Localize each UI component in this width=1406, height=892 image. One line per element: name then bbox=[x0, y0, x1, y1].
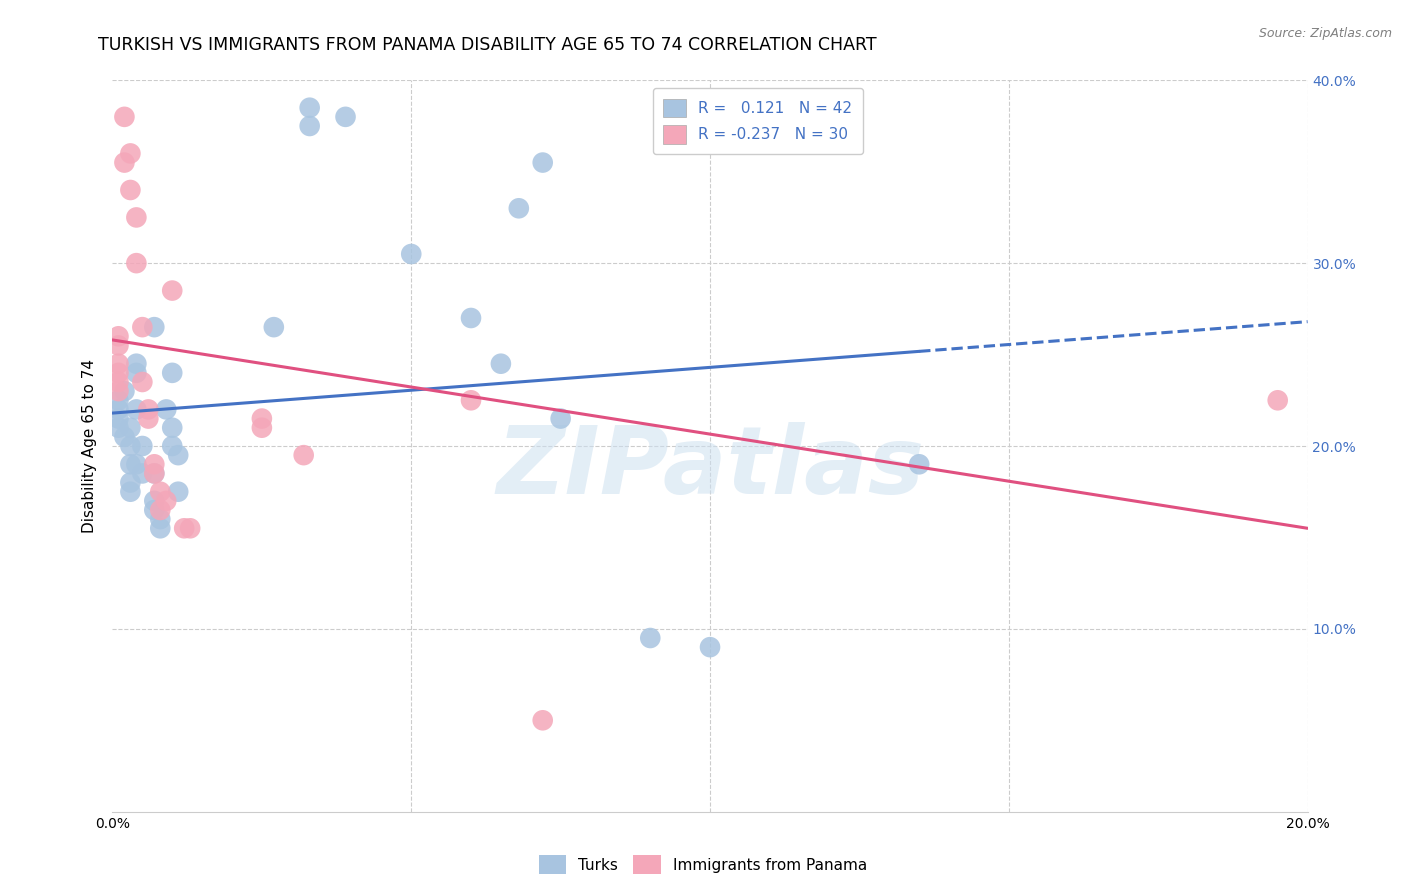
Point bbox=[107, 329, 129, 343]
Point bbox=[401, 247, 423, 261]
Point bbox=[107, 384, 129, 398]
Point bbox=[162, 284, 183, 298]
Point bbox=[179, 521, 201, 535]
Point bbox=[120, 183, 142, 197]
Point bbox=[250, 411, 273, 425]
Point bbox=[155, 494, 177, 508]
Point bbox=[114, 155, 135, 169]
Point bbox=[114, 430, 135, 444]
Point bbox=[460, 393, 482, 408]
Point bbox=[531, 714, 554, 728]
Point bbox=[335, 110, 357, 124]
Point bbox=[107, 402, 129, 417]
Point bbox=[155, 402, 177, 417]
Point bbox=[143, 457, 166, 471]
Text: TURKISH VS IMMIGRANTS FROM PANAMA DISABILITY AGE 65 TO 74 CORRELATION CHART: TURKISH VS IMMIGRANTS FROM PANAMA DISABI… bbox=[98, 36, 877, 54]
Point bbox=[173, 521, 195, 535]
Point bbox=[107, 375, 129, 389]
Point bbox=[143, 467, 166, 481]
Point bbox=[489, 357, 512, 371]
Point bbox=[640, 631, 662, 645]
Point bbox=[107, 338, 129, 352]
Point bbox=[125, 457, 148, 471]
Point bbox=[550, 411, 572, 425]
Point bbox=[131, 375, 153, 389]
Point bbox=[162, 366, 183, 380]
Point bbox=[167, 484, 190, 499]
Point bbox=[143, 503, 166, 517]
Y-axis label: Disability Age 65 to 74: Disability Age 65 to 74 bbox=[82, 359, 97, 533]
Point bbox=[131, 439, 153, 453]
Point bbox=[143, 467, 166, 481]
Text: Source: ZipAtlas.com: Source: ZipAtlas.com bbox=[1258, 27, 1392, 40]
Point bbox=[250, 421, 273, 435]
Legend: Turks, Immigrants from Panama: Turks, Immigrants from Panama bbox=[533, 849, 873, 880]
Point bbox=[298, 101, 321, 115]
Point bbox=[120, 484, 142, 499]
Point bbox=[107, 366, 129, 380]
Point bbox=[531, 155, 554, 169]
Point bbox=[114, 384, 135, 398]
Point bbox=[120, 457, 142, 471]
Point bbox=[460, 310, 482, 325]
Point bbox=[143, 320, 166, 334]
Point bbox=[263, 320, 285, 334]
Point bbox=[908, 457, 931, 471]
Legend: R =   0.121   N = 42, R = -0.237   N = 30: R = 0.121 N = 42, R = -0.237 N = 30 bbox=[652, 88, 863, 154]
Point bbox=[120, 146, 142, 161]
Point bbox=[125, 357, 148, 371]
Point bbox=[125, 402, 148, 417]
Text: ZIPatlas: ZIPatlas bbox=[496, 422, 924, 514]
Point bbox=[149, 503, 172, 517]
Point bbox=[125, 211, 148, 225]
Point bbox=[107, 393, 129, 408]
Point bbox=[114, 110, 135, 124]
Point bbox=[131, 467, 153, 481]
Point bbox=[107, 411, 129, 425]
Point bbox=[167, 448, 190, 462]
Point bbox=[138, 411, 160, 425]
Point bbox=[131, 320, 153, 334]
Point bbox=[149, 512, 172, 526]
Point bbox=[149, 484, 172, 499]
Point bbox=[149, 521, 172, 535]
Point bbox=[162, 439, 183, 453]
Point bbox=[120, 475, 142, 490]
Point bbox=[138, 402, 160, 417]
Point bbox=[143, 494, 166, 508]
Point bbox=[107, 357, 129, 371]
Point bbox=[292, 448, 315, 462]
Point bbox=[120, 421, 142, 435]
Point bbox=[699, 640, 721, 655]
Point bbox=[125, 366, 148, 380]
Point bbox=[120, 439, 142, 453]
Point bbox=[1267, 393, 1289, 408]
Point bbox=[107, 421, 129, 435]
Point bbox=[508, 201, 530, 215]
Point bbox=[298, 119, 321, 133]
Point bbox=[125, 256, 148, 270]
Point bbox=[162, 421, 183, 435]
